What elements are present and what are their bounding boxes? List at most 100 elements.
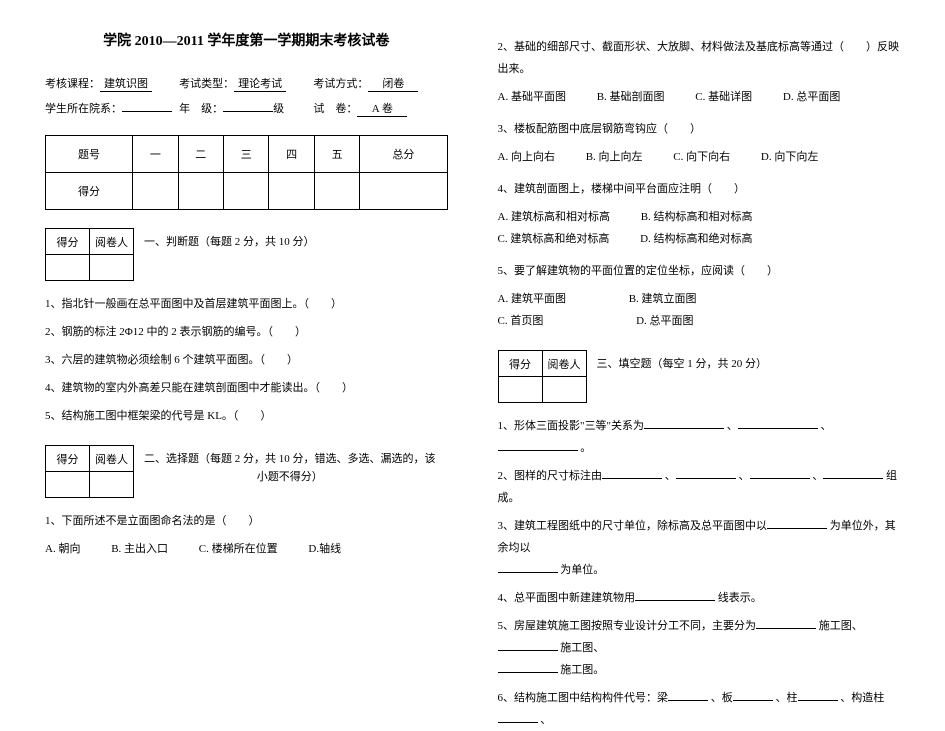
blank[interactable] xyxy=(798,700,838,701)
blank[interactable] xyxy=(668,700,708,701)
s3q1: 1、形体三面投影"三等"关系为 、 、 。 xyxy=(498,415,901,459)
opt-c: C. 楼梯所在位置 xyxy=(199,538,278,560)
suffix: 级 xyxy=(273,103,284,115)
opt-c: C. 建筑标高和绝对标高 xyxy=(498,228,610,250)
label: 试 卷： xyxy=(313,103,357,115)
meta-grade: 年 级：级 xyxy=(179,100,313,117)
s2q2-options: A. 基础平面图 B. 基础剖面图 C. 基础详图 D. 总平面图 xyxy=(498,86,901,108)
s1q3: 3、六层的建筑物必须绘制 6 个建筑平面图。（ ） xyxy=(45,349,448,371)
section-1-header: 得分阅卷人 一、判断题（每题 2 分，共 10 分） xyxy=(45,228,448,281)
t: 施工图、 xyxy=(560,642,604,654)
cell[interactable] xyxy=(269,173,314,210)
blank[interactable] xyxy=(46,255,90,281)
blank[interactable] xyxy=(90,255,134,281)
c0: 得分 xyxy=(46,446,90,472)
cell[interactable] xyxy=(178,173,223,210)
grader-table: 得分阅卷人 xyxy=(45,445,134,498)
t: 6、结构施工图中结构构件代号：梁 xyxy=(498,692,669,704)
meta-type: 考试类型：理论考试 xyxy=(179,75,313,92)
h5: 五 xyxy=(314,136,359,173)
blank[interactable] xyxy=(498,650,558,651)
blank[interactable] xyxy=(767,528,827,529)
value: 闭卷 xyxy=(368,75,418,92)
t: 1、形体三面投影"三等"关系为 xyxy=(498,420,644,432)
opt-a: A. 基础平面图 xyxy=(498,86,566,108)
label: 学生所在院系： xyxy=(45,103,122,115)
t: 、构造柱 xyxy=(840,692,884,704)
blank[interactable] xyxy=(542,377,586,403)
t: 、 xyxy=(727,420,738,432)
value: 建筑识图 xyxy=(100,75,152,92)
blank[interactable] xyxy=(90,472,134,498)
cell[interactable] xyxy=(314,173,359,210)
s2q1-options: A. 朝向 B. 主出入口 C. 楼梯所在位置 D.轴线 xyxy=(45,538,448,560)
label: 考试类型： xyxy=(179,78,234,90)
blank[interactable] xyxy=(498,672,558,673)
blank[interactable] xyxy=(733,700,773,701)
value: A 卷 xyxy=(357,100,407,117)
blank[interactable] xyxy=(738,428,818,429)
h1: 一 xyxy=(133,136,178,173)
blank[interactable] xyxy=(498,572,558,573)
dept-blank[interactable] xyxy=(122,111,172,112)
meta-dept: 学生所在院系： xyxy=(45,100,179,117)
blank[interactable] xyxy=(498,377,542,403)
blank[interactable] xyxy=(498,722,538,723)
cell[interactable] xyxy=(223,173,268,210)
blank[interactable] xyxy=(823,478,883,479)
h6: 总分 xyxy=(360,136,447,173)
left-column: 学院 2010—2011 学年度第一学期期末考核试卷 考核课程：建筑识图 考试类… xyxy=(20,30,473,625)
s1q1: 1、指北针一般画在总平面图中及首层建筑平面图上。（ ） xyxy=(45,293,448,315)
t: 施工图。 xyxy=(560,664,604,676)
section-1-title: 一、判断题（每题 2 分，共 10 分） xyxy=(144,228,315,252)
s2q1: 1、下面所述不是立面图命名法的是（ ） xyxy=(45,510,448,532)
t: 施工图、 xyxy=(819,620,863,632)
t: 、 xyxy=(739,470,750,482)
blank[interactable] xyxy=(750,478,810,479)
cell[interactable] xyxy=(360,173,447,210)
opt-b: B. 基础剖面图 xyxy=(597,86,665,108)
meta-paper: 试 卷：A 卷 xyxy=(313,100,447,117)
blank[interactable] xyxy=(676,478,736,479)
opt-c: C. 首页图 xyxy=(498,310,544,332)
h2: 二 xyxy=(178,136,223,173)
right-column: 2、基础的细部尺寸、截面形状、大放脚、材料做法及基底标高等通过（ ）反映出来。 … xyxy=(473,30,926,625)
blank[interactable] xyxy=(644,428,724,429)
t: 、 xyxy=(665,470,676,482)
t: 、柱 xyxy=(776,692,798,704)
blank[interactable] xyxy=(635,600,715,601)
s2q3: 3、楼板配筋图中底层钢筋弯钩应（ ） xyxy=(498,118,901,140)
s3q5: 5、房屋建筑施工图按照专业设计分工不同，主要分为 施工图、 施工图、 施工图。 xyxy=(498,615,901,681)
value: 理论考试 xyxy=(234,75,286,92)
blank[interactable] xyxy=(756,628,816,629)
blank[interactable] xyxy=(498,450,578,451)
h3: 三 xyxy=(223,136,268,173)
c0: 得分 xyxy=(498,351,542,377)
s2q4: 4、建筑剖面图上，楼梯中间平台面应注明（ ） xyxy=(498,178,901,200)
opt-a: A. 建筑标高和相对标高 xyxy=(498,206,610,228)
line2: 小题不得分） xyxy=(144,469,436,487)
s2q4-options: A. 建筑标高和相对标高 B. 结构标高和相对标高 C. 建筑标高和绝对标高 D… xyxy=(498,206,901,250)
t: 2、图样的尺寸标注由 xyxy=(498,470,603,482)
meta-course: 考核课程：建筑识图 xyxy=(45,75,179,92)
grade-blank[interactable] xyxy=(223,111,273,112)
opt-d: D. 结构标高和绝对标高 xyxy=(640,228,752,250)
s2q3-options: A. 向上向右 B. 向上向左 C. 向下向右 D. 向下向左 xyxy=(498,146,901,168)
s3q2: 2、图样的尺寸标注由 、 、 、 组成。 xyxy=(498,465,901,509)
blank[interactable] xyxy=(602,478,662,479)
label: 考试方式： xyxy=(313,78,368,90)
s2q5-options: A. 建筑平面图 B. 建筑立面图 C. 首页图 D. 总平面图 xyxy=(498,288,901,332)
t: 5、房屋建筑施工图按照专业设计分工不同，主要分为 xyxy=(498,620,757,632)
meta-row-1: 考核课程：建筑识图 考试类型：理论考试 考试方式：闭卷 xyxy=(45,75,448,92)
opt-b: B. 建筑立面图 xyxy=(629,288,697,310)
s1q5: 5、结构施工图中框架梁的代号是 KL。（ ） xyxy=(45,405,448,427)
section-3-title: 三、填空题（每空 1 分，共 20 分） xyxy=(597,350,768,374)
blank[interactable] xyxy=(46,472,90,498)
line1: 二、选择题（每题 2 分，共 10 分，错选、多选、漏选的，该 xyxy=(144,451,436,469)
h0: 题号 xyxy=(46,136,133,173)
t: 3、建筑工程图纸中的尺寸单位，除标高及总平面图中以 xyxy=(498,520,768,532)
c1: 阅卷人 xyxy=(542,351,586,377)
opt-d: D.轴线 xyxy=(308,538,341,560)
s3q4: 4、总平面图中新建建筑物用 线表示。 xyxy=(498,587,901,609)
cell[interactable] xyxy=(133,173,178,210)
